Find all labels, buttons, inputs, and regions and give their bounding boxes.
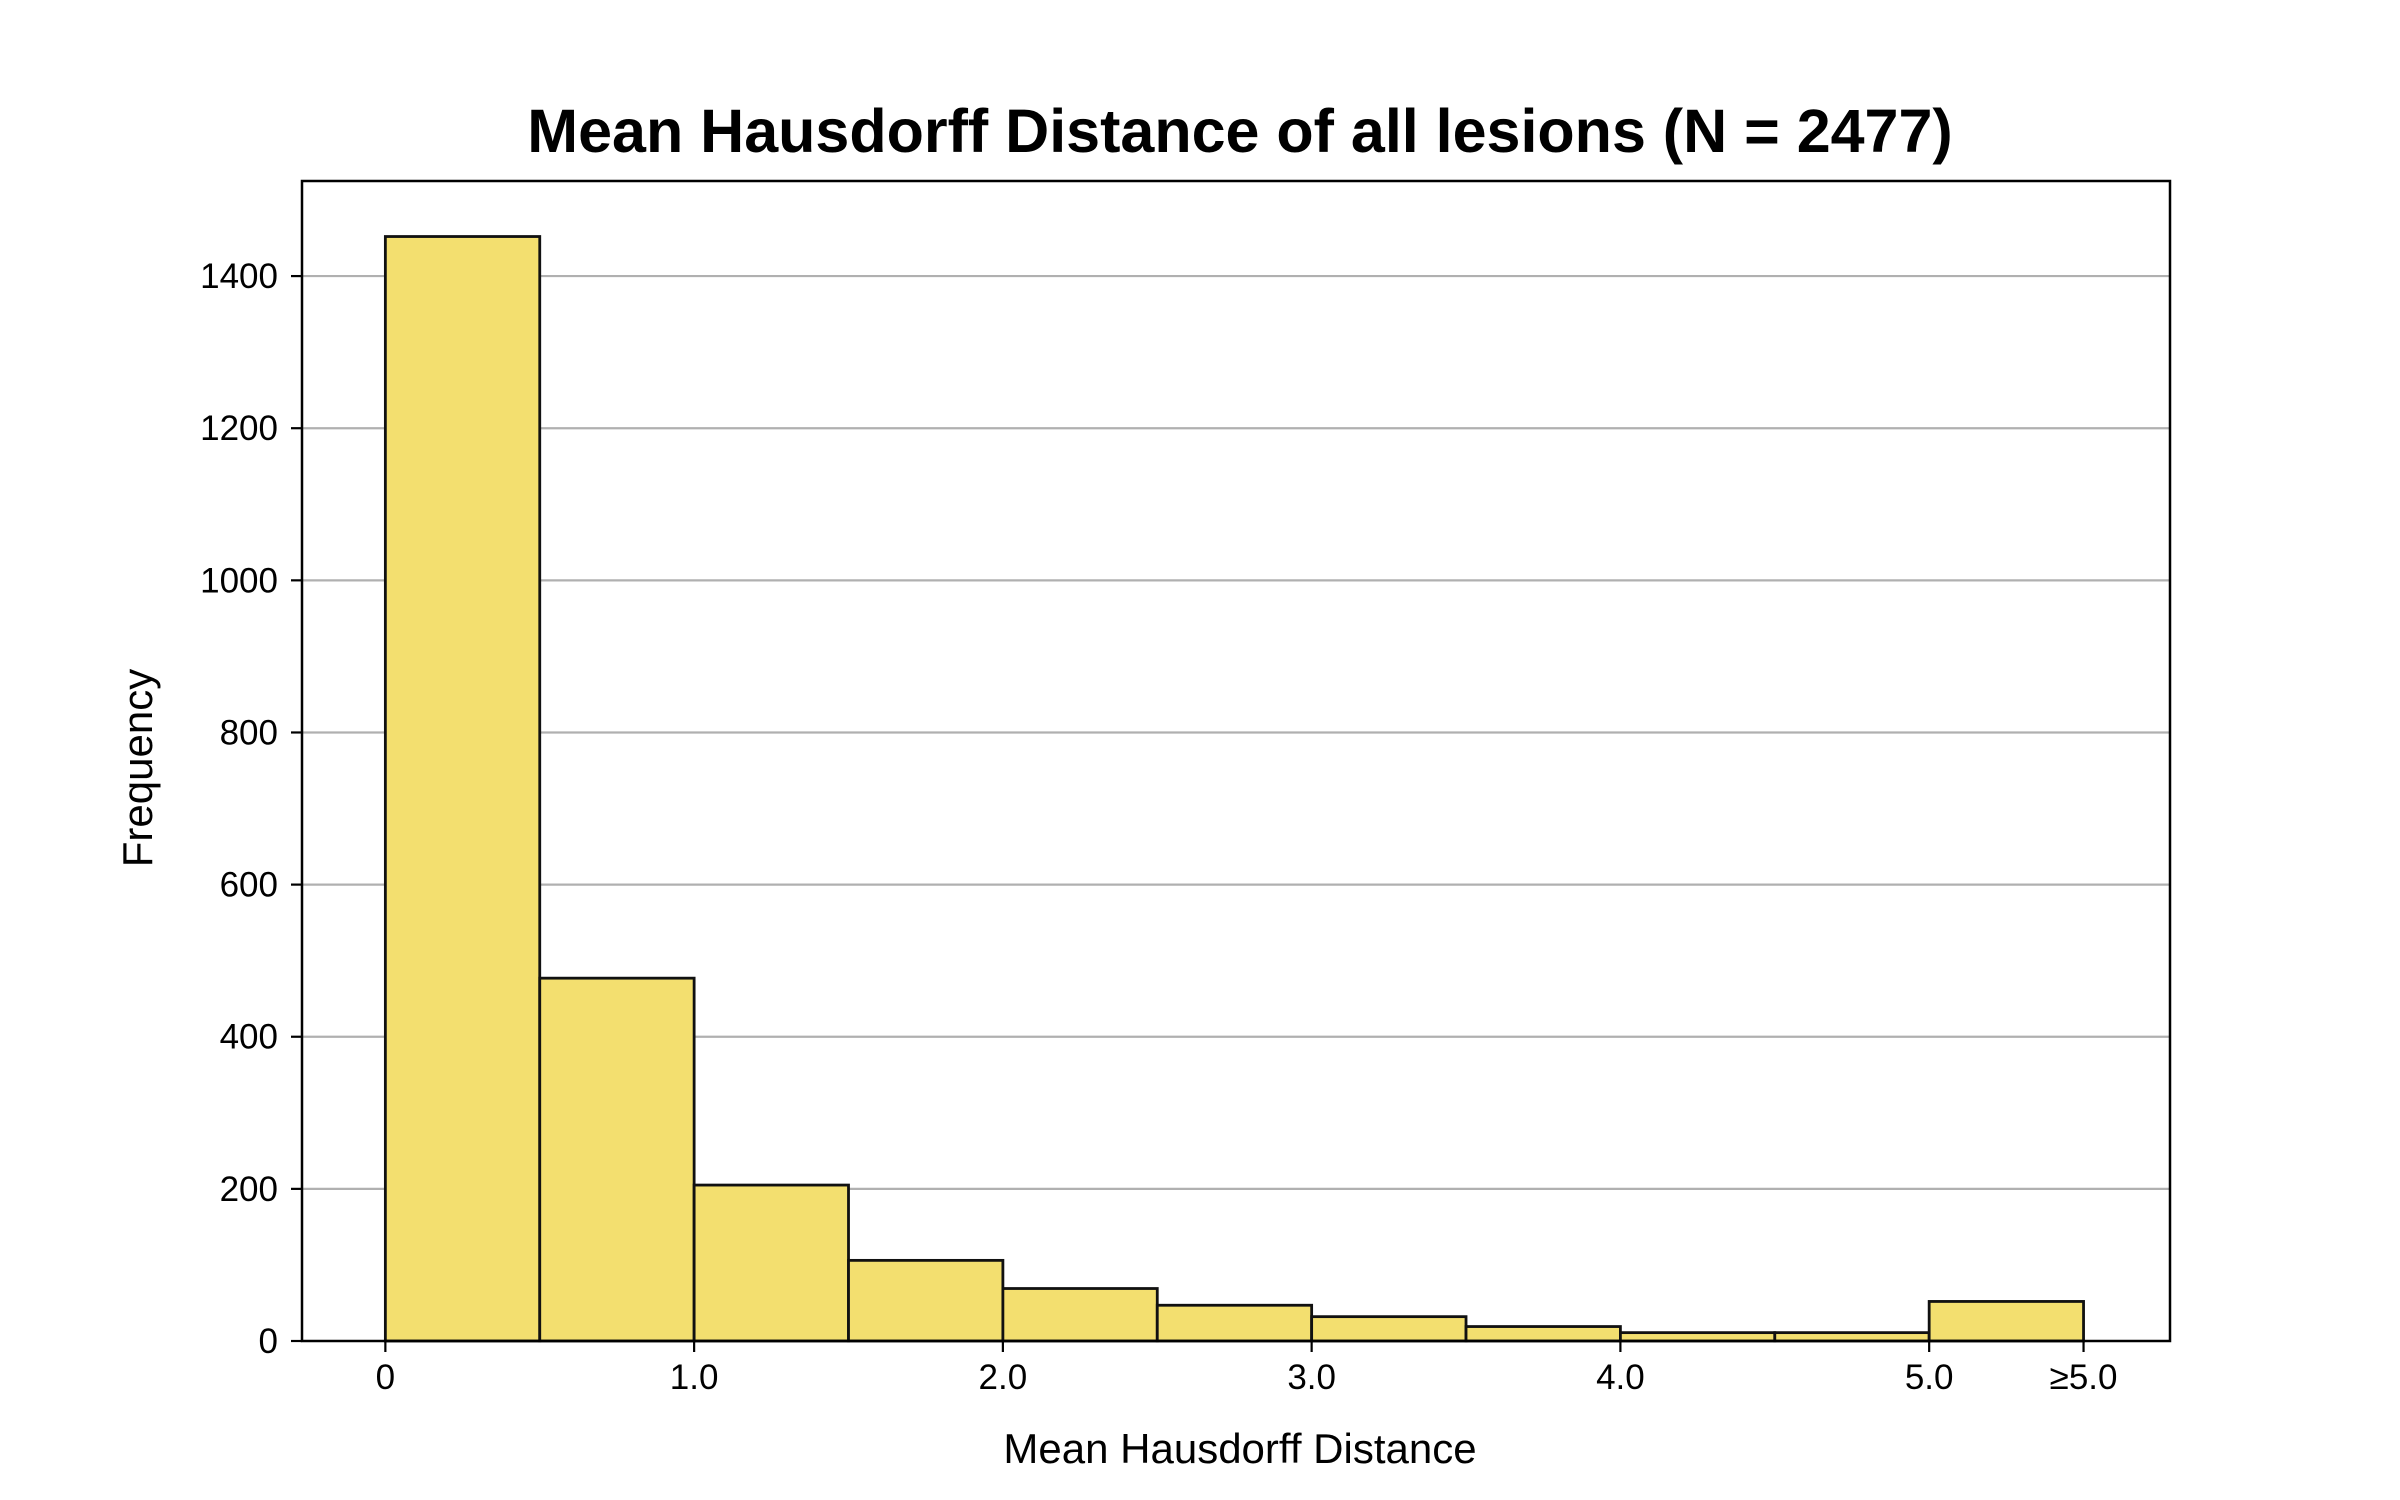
bar-0 bbox=[383, 235, 542, 1343]
y-tick-label-0: 0 bbox=[259, 1322, 278, 1361]
x-axis-ticks: 0 1.0 2.0 3.0 4.0 5.0 ≥5.0 bbox=[376, 1341, 2118, 1397]
x-tick-label-3: 3.0 bbox=[1287, 1358, 1336, 1397]
y-tick-label-1: 200 bbox=[220, 1170, 278, 1209]
y-axis-label: Frequency bbox=[114, 669, 161, 867]
x-tick-label-6: ≥5.0 bbox=[2050, 1358, 2118, 1397]
y-tick-label-2: 400 bbox=[220, 1018, 278, 1057]
bar-5 bbox=[1155, 1303, 1314, 1343]
y-tick-label-7: 1400 bbox=[200, 257, 278, 296]
bar-9 bbox=[1773, 1331, 1931, 1343]
bar-7 bbox=[1464, 1325, 1622, 1343]
x-tick-label-4: 4.0 bbox=[1596, 1358, 1645, 1397]
x-tick-label-2: 2.0 bbox=[979, 1358, 1028, 1397]
bars bbox=[383, 235, 2085, 1343]
x-tick-label-0: 0 bbox=[376, 1358, 395, 1397]
x-tick-label-5: 5.0 bbox=[1905, 1358, 1954, 1397]
y-tick-label-5: 1000 bbox=[200, 561, 278, 600]
plot-frame bbox=[300, 179, 2172, 1343]
y-tick-label-6: 1200 bbox=[200, 409, 278, 448]
bar-3 bbox=[847, 1258, 1005, 1343]
y-tick-label-4: 800 bbox=[220, 713, 278, 752]
bar-2 bbox=[692, 1183, 850, 1343]
bar-10 bbox=[1927, 1300, 2085, 1343]
bar-8 bbox=[1619, 1331, 1777, 1343]
chart-title: Mean Hausdorff Distance of all lesions (… bbox=[527, 97, 1952, 165]
bar-1 bbox=[538, 976, 696, 1343]
y-axis-ticks: 0 200 400 600 800 1000 1200 1400 bbox=[200, 257, 302, 1361]
x-tick-label-1: 1.0 bbox=[670, 1358, 719, 1397]
x-axis-label: Mean Hausdorff Distance bbox=[1003, 1425, 1476, 1472]
y-tick-label-3: 600 bbox=[220, 866, 278, 905]
bar-6 bbox=[1310, 1315, 1468, 1343]
bar-4 bbox=[1001, 1287, 1159, 1343]
